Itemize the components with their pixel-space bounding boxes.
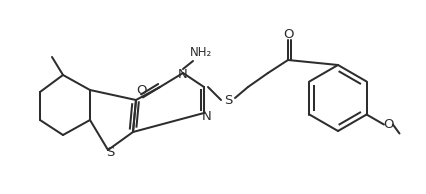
Text: S: S bbox=[106, 146, 114, 158]
Text: O: O bbox=[283, 28, 294, 41]
Text: O: O bbox=[383, 118, 393, 131]
Text: S: S bbox=[223, 94, 232, 107]
Text: N: N bbox=[178, 68, 187, 81]
Text: NH₂: NH₂ bbox=[190, 46, 212, 59]
Text: O: O bbox=[136, 84, 147, 97]
Text: N: N bbox=[201, 109, 211, 122]
